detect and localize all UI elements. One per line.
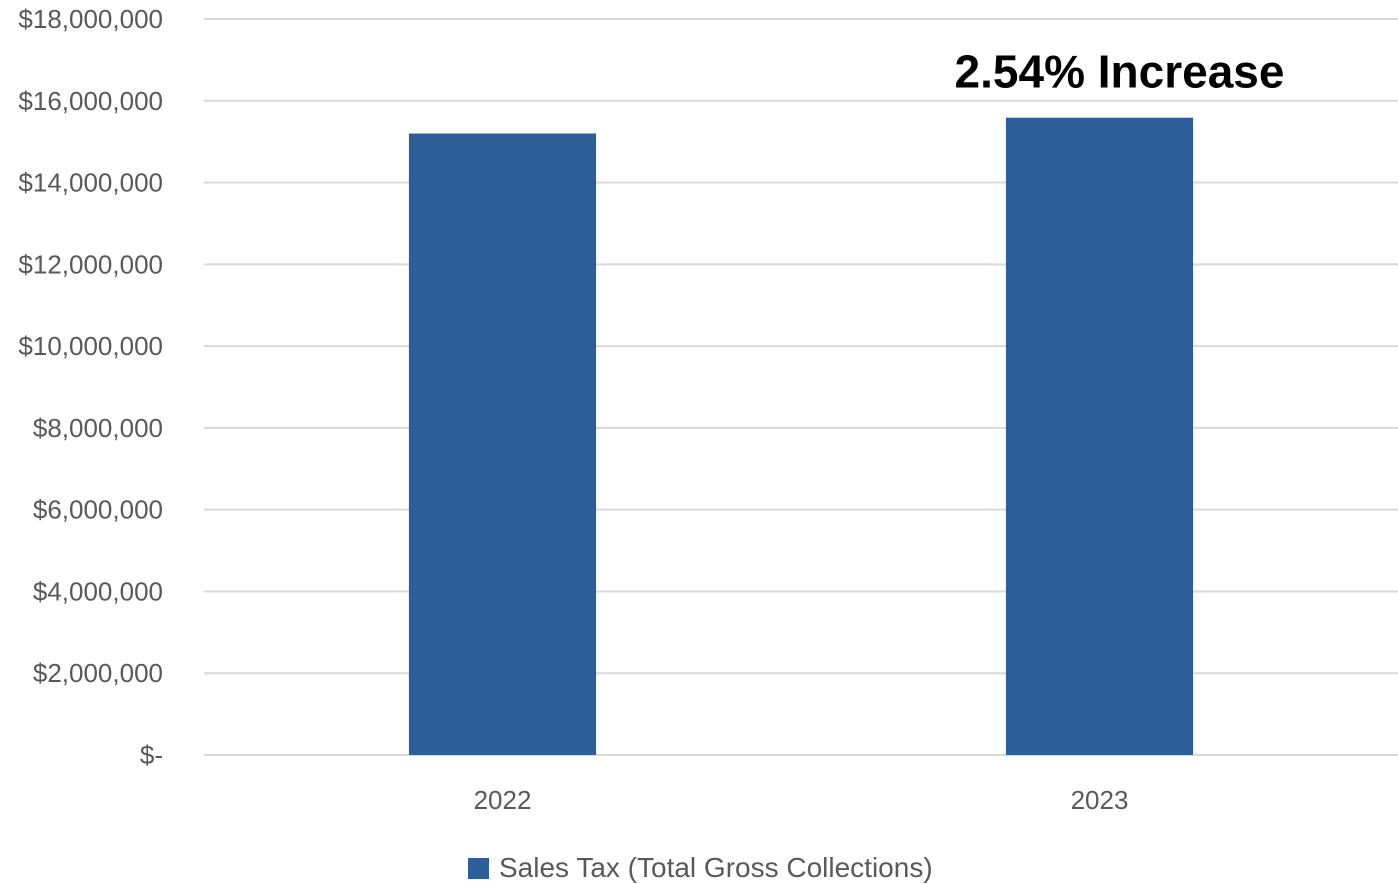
- legend-swatch: [468, 858, 489, 879]
- y-tick-label: $2,000,000: [33, 658, 163, 688]
- y-tick-label: $-: [140, 740, 163, 770]
- y-tick-label: $6,000,000: [33, 495, 163, 525]
- y-tick-label: $16,000,000: [18, 86, 163, 116]
- y-tick-label: $12,000,000: [18, 249, 163, 279]
- x-tick-label: 2023: [1071, 785, 1129, 815]
- annotations: 2.54% Increase: [955, 46, 1285, 98]
- legend-label: Sales Tax (Total Gross Collections): [499, 852, 933, 883]
- y-axis-tick-labels: $- $2,000,000 $4,000,000 $6,000,000 $8,000,0…: [18, 4, 163, 770]
- bars: [408, 117, 1194, 755]
- bar-2022: [408, 133, 597, 755]
- x-axis-tick-labels: 2022 2023: [474, 785, 1129, 815]
- legend: Sales Tax (Total Gross Collections): [468, 852, 933, 883]
- y-tick-label: $8,000,000: [33, 413, 163, 443]
- gridlines: [204, 18, 1398, 756]
- x-tick-label: 2022: [474, 785, 532, 815]
- y-tick-label: $10,000,000: [18, 331, 163, 361]
- bar-2023: [1005, 117, 1194, 755]
- annotation-label: 2.54% Increase: [955, 46, 1285, 98]
- y-tick-label: $4,000,000: [33, 576, 163, 606]
- y-tick-label: $14,000,000: [18, 168, 163, 198]
- y-tick-label: $18,000,000: [18, 4, 163, 34]
